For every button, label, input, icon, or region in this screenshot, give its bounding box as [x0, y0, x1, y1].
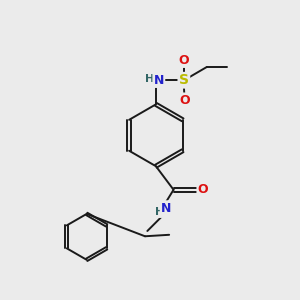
Text: S: S [179, 73, 189, 87]
Text: N: N [161, 202, 171, 214]
Text: H: H [155, 207, 164, 217]
Text: H: H [145, 74, 154, 84]
Text: O: O [179, 94, 190, 107]
Text: O: O [178, 54, 189, 67]
Text: O: O [198, 183, 208, 196]
Text: N: N [154, 74, 164, 87]
